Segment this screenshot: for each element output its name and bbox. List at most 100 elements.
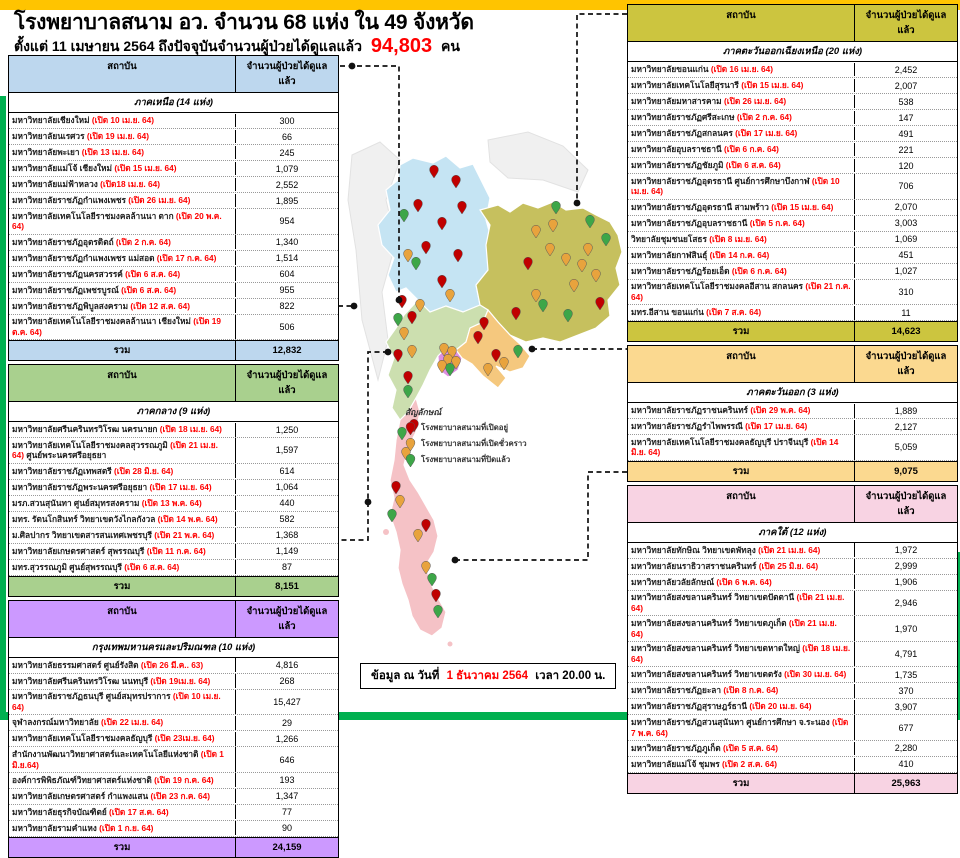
patient-count: 370 <box>898 685 914 696</box>
patient-count: 3,907 <box>894 701 918 712</box>
patient-count: 1,735 <box>894 669 918 680</box>
open-date: (เปิด 6 ก.ค. 64) <box>731 265 787 276</box>
region-total: 8,151 <box>275 580 299 592</box>
institution-cell: มหาวิทยาลัยรามคำแหง (เปิด 1 ก.ย. 64) <box>9 821 236 836</box>
total-label: รวม <box>628 461 855 481</box>
table-row: มหาวิทยาลัยราชภัฏกำแพงเพชร แม่สอด (เปิด … <box>9 251 338 267</box>
institution-cell: มหาวิทยาลัยกาฬสินธุ์ (เปิด 14 ก.ค. 64) <box>628 248 855 262</box>
institution-name: มหาวิทยาลัยวลัยลักษณ์ <box>631 576 715 587</box>
institution-name: มหาวิทยาลัยราชภัฏยะลา <box>631 685 722 696</box>
table-row: มหาวิทยาลัยทักษิณ วิทยาเขตพัทลุง (เปิด 2… <box>628 543 957 559</box>
red-pin-marker <box>421 240 431 255</box>
institution-cell: มทร.สุวรรณภูมิ ศูนย์สุพรรณบุรี (เปิด 6 ส… <box>9 560 236 575</box>
institution-cell: มหาวิทยาลัยแม่โจ้ ชุมพร (เปิด 2 ส.ค. 64) <box>628 757 855 772</box>
table-row: มหาวิทยาลัยธุรกิจบัณฑิตย์ (เปิด 17 ส.ค. … <box>9 805 338 821</box>
patient-count: 4,791 <box>894 649 918 660</box>
institution-name: มหาวิทยาลัยราชภัฏเทพสตรี <box>12 465 112 476</box>
region-title: กรุงเทพมหานครและปริมณฑล (10 แห่ง) <box>9 637 338 658</box>
institution-cell: มหาวิทยาลัยสงขลานครินทร์ วิทยาเขตปัตตานี… <box>628 590 855 616</box>
footer-date: 1 ธันวาคม 2564 <box>446 670 529 682</box>
legend-label: โรงพยาบาลสนามที่เปิดอยู่ <box>421 423 509 432</box>
table-row: มหาวิทยาลัยสงขลานครินทร์ วิทยาเขตตรัง (เ… <box>628 667 957 684</box>
open-date: (เปิด 6 ก.ค. 64) <box>723 144 779 155</box>
page-subtitle: ตั้งแต่ 11 เมษายน 2564 ถึงปัจจุบันจำนวนผ… <box>14 35 639 58</box>
header-patient-count: จำนวนผู้ป่วยได้ดูแลแล้ว <box>865 10 947 36</box>
institution-name: มหาวิทยาลัยมหาสารคาม <box>631 96 722 107</box>
total-label: รวม <box>9 837 236 857</box>
neighbor-country-shape <box>487 131 589 193</box>
region-total: 14,623 <box>891 326 921 338</box>
total-row: รวม 24,159 <box>9 836 338 857</box>
patient-count: 2,007 <box>894 80 918 91</box>
patient-count: 1,514 <box>275 253 299 264</box>
open-date: (เปิด 28 มิ.ย. 64) <box>113 465 174 476</box>
orange-pin-marker <box>591 268 601 283</box>
patient-count: 706 <box>898 181 914 192</box>
patient-count: 2,070 <box>894 202 918 213</box>
open-date: (เปิด 18 เม.ย. 64) <box>631 643 851 665</box>
open-date: (เปิด 6 ส.ค. 64) <box>725 160 781 171</box>
institution-name: มหาวิทยาลัยราชภัฏอุตรดิตถ์ <box>12 236 114 247</box>
table-row: มหาวิทยาลัยเทคโนโลยีราชมงคลล้านนา เชียงใ… <box>9 314 338 341</box>
header-institution: สถาบัน <box>9 365 236 402</box>
table-row: มหาวิทยาลัยราชภัฏราชนครินทร์ (เปิด 29 พ.… <box>628 403 957 420</box>
open-date: (เปิด 30 เม.ย. 64) <box>784 669 847 680</box>
institution-name: ม.ศิลปากร วิทยาเขตสารสนเทศเพชรบุรี <box>12 529 152 540</box>
table-row: มทร.อีสาน ขอนแก่น (เปิด 7 ส.ค. 64) 11 <box>628 305 957 322</box>
institution-cell: มหาวิทยาลัยนเรศวร (เปิด 19 เม.ย. 64) <box>9 129 236 144</box>
patient-count: 538 <box>898 96 914 107</box>
table-row: มหาวิทยาลัยนราธิวาสราชนครินทร์ (เปิด 25 … <box>628 559 957 575</box>
footer-prefix: ข้อมูล ณ วันที่ <box>371 670 440 682</box>
patient-count: 2,452 <box>894 64 918 75</box>
table-row: มหาวิทยาลัยราชภัฏรำไพพรรณี (เปิด 17 เม.ย… <box>628 419 957 436</box>
red-pin-marker <box>437 216 447 231</box>
red-pin-marker <box>407 310 417 325</box>
institution-name: มหาวิทยาลัยศรีนครินทรวิโรฒ นครนายก <box>12 424 158 435</box>
region-total: 25,963 <box>891 777 921 789</box>
patient-count: 1,347 <box>275 791 299 802</box>
institution-cell: มหาวิทยาลัยราชภัฏเพชรบูรณ์ (เปิด 6 ส.ค. … <box>9 283 236 297</box>
institution-name: มหาวิทยาลัยราชภัฏรำไพพรรณี <box>631 421 743 432</box>
institution-cell: มหาวิทยาลัยสงขลานครินทร์ วิทยาเขตตรัง (เ… <box>628 667 855 682</box>
patient-count: 451 <box>898 250 914 261</box>
total-row: รวม 9,075 <box>628 460 957 481</box>
institution-cell: มหาวิทยาลัยราชภัฏกำแพงเพชร แม่สอด (เปิด … <box>9 251 236 265</box>
open-date: (เปิด 15 เม.ย. 64) <box>114 163 177 174</box>
institution-cell: มหาวิทยาลัยธรรมศาสตร์ ศูนย์รังสิต (เปิด … <box>9 658 236 673</box>
patient-count: 677 <box>898 722 914 733</box>
open-date: (เปิด 8 ก.ค. 64) <box>723 685 779 696</box>
map-region-northeast <box>475 201 623 343</box>
institution-name: มหาวิทยาลัยเทคโนโลยีราชมงคลสุวรรณภูมิ <box>12 439 168 450</box>
patient-count: 1,895 <box>275 195 299 206</box>
table-row: มหาวิทยาลัยเกษตรศาสตร์ สุพรรณบุรี (เปิด … <box>9 544 338 560</box>
patient-count: 245 <box>279 147 295 158</box>
institution-name: มหาวิทยาลัยนราธิวาสราชนครินทร์ <box>631 560 757 571</box>
orange-pin-marker <box>531 224 541 239</box>
open-date: (เปิด 14 ก.ค. 64) <box>709 249 770 260</box>
institution-cell: มหาวิทยาลัยราชภัฏกำแพงเพชร (เปิด 26 เม.ย… <box>9 193 236 208</box>
institution-cell: มหาวิทยาลัยเทคโนโลยีราชมงคลธัญบุรี ปราจี… <box>628 435 855 460</box>
red-pin-marker <box>397 294 407 309</box>
table-row: มหาวิทยาลัยมหาสารคาม (เปิด 26 เม.ย. 64) 5… <box>628 94 957 110</box>
red-pin-marker <box>491 348 501 363</box>
table-row: จุฬาลงกรณ์มหาวิทยาลัย (เปิด 22 เม.ย. 64)… <box>9 715 338 732</box>
institution-name: มรภ.สวนสุนันทา ศูนย์สมุทรสงคราม <box>12 497 140 508</box>
institution-cell: ม.ศิลปากร วิทยาเขตสารสนเทศเพชรบุรี (เปิด… <box>9 528 236 543</box>
institution-cell: มทร.อีสาน ขอนแก่น (เปิด 7 ส.ค. 64) <box>628 305 855 320</box>
open-date: (เปิด 6 ส.ค. 64) <box>125 268 181 279</box>
total-label: รวม <box>9 576 236 596</box>
subtitle-prefix: ตั้งแต่ 11 เมษายน 2564 ถึงปัจจุบันจำนวนผ… <box>14 38 362 55</box>
table-row: มหาวิทยาลัยราชภัฏกำแพงเพชร (เปิด 26 เม.ย… <box>9 193 338 209</box>
institution-name: มทร. รัตนโกสินทร์ วิทยาเขตวังไกลกังวล <box>12 513 156 524</box>
institution-name: มทร.สุวรรณภูมิ ศูนย์สุพรรณบุรี <box>12 561 122 572</box>
institution-cell: มหาวิทยาลัยเทคโนโลยีราชมงคลธัญบุรี (เปิด… <box>9 731 236 746</box>
institution-name: มหาวิทยาลัยราชภัฏสวนสุนันทา ศูนย์การศึกษ… <box>631 716 830 727</box>
orange-pin-marker <box>545 242 555 257</box>
header-institution: สถาบัน <box>628 485 855 522</box>
orange-pin-marker <box>561 252 571 267</box>
table-row: มหาวิทยาลัยนเรศวร (เปิด 19 เม.ย. 64) 66 <box>9 129 338 145</box>
open-date: (เปิด 10 เม.ย. 64) <box>631 175 840 197</box>
orange-pin-marker <box>445 288 455 303</box>
institution-cell: มหาวิทยาลัยเทคโนโลยีราชมงคลล้านนา ตาก (เ… <box>9 209 236 234</box>
table-bangkok: สถาบัน จำนวนผู้ป่วยได้ดูแลแล้ว กรุงเทพมหาน… <box>8 599 339 858</box>
